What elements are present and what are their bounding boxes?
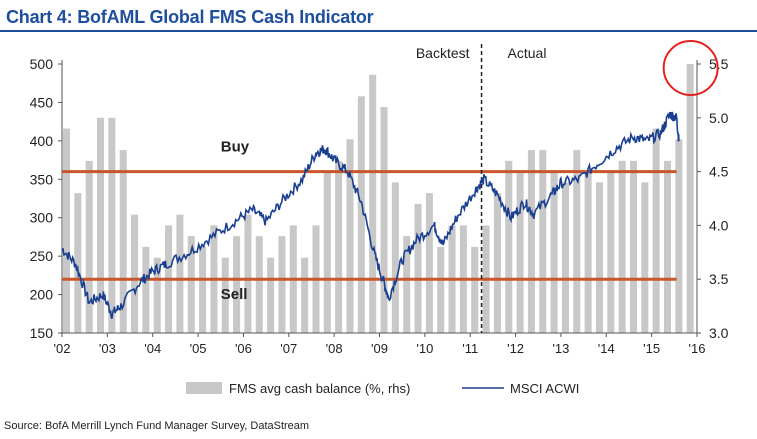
right-tick-label: 4.0 <box>709 217 729 233</box>
cash-bar <box>663 160 672 333</box>
cash-bar <box>539 150 547 333</box>
cash-bar <box>63 128 71 333</box>
left-tick-label: 300 <box>30 210 54 226</box>
cash-bar <box>380 107 388 333</box>
cash-bar <box>629 160 637 333</box>
cash-bar <box>403 236 411 333</box>
cash-bar <box>618 160 626 333</box>
cash-bar <box>221 257 229 333</box>
x-tick-label: '13 <box>552 341 569 356</box>
cash-bar <box>85 160 93 333</box>
cash-bar <box>108 117 116 333</box>
cash-bar <box>414 203 422 333</box>
x-tick-label: '12 <box>507 341 524 356</box>
cash-bar <box>199 246 207 333</box>
cash-bar <box>131 214 139 333</box>
cash-bar <box>425 193 433 333</box>
left-tick-label: 200 <box>30 287 54 303</box>
right-axis: 5.5 5.0 4.5 4.0 3.5 3.0 <box>696 56 729 341</box>
cash-bar <box>97 117 105 333</box>
threshold-lines <box>62 170 677 281</box>
buy-label: Buy <box>221 139 250 156</box>
x-tick-label: '04 <box>144 341 161 356</box>
cash-bar <box>233 236 241 333</box>
cash-bar <box>255 236 263 333</box>
cash-bar <box>357 96 365 333</box>
cash-bar <box>471 246 479 333</box>
cash-bar <box>153 257 161 333</box>
cash-bar <box>550 171 558 333</box>
cash-bar <box>675 139 683 333</box>
x-tick-label: '10 <box>416 341 433 356</box>
cash-bar <box>176 214 184 333</box>
right-tick-label: 5.0 <box>709 110 729 126</box>
x-tick-label: '09 <box>371 341 388 356</box>
legend: FMS avg cash balance (%, rhs) MSCI ACWI <box>186 381 579 396</box>
cash-bar <box>278 236 286 333</box>
cash-bar <box>369 74 377 333</box>
x-tick-label: '05 <box>190 341 207 356</box>
x-tick-label: '07 <box>280 341 297 356</box>
cash-bar <box>142 246 150 333</box>
cash-bar <box>74 193 82 333</box>
cash-bar <box>391 182 399 333</box>
cash-bar <box>323 171 331 333</box>
actual-label: Actual <box>508 45 547 61</box>
cash-bar <box>652 128 660 333</box>
cash-bar <box>346 139 354 333</box>
backtest-label: Backtest <box>416 45 470 61</box>
cash-balance-bars <box>63 64 694 333</box>
left-tick-label: 450 <box>30 94 54 110</box>
right-tick-label: 3.5 <box>709 271 729 287</box>
x-tick-label: '03 <box>99 341 116 356</box>
cash-bar <box>493 193 501 333</box>
cash-bar <box>641 182 649 333</box>
x-tick-label: '14 <box>598 341 615 356</box>
legend-bar-label: FMS avg cash balance (%, rhs) <box>229 381 410 396</box>
x-tick-label: '16 <box>689 341 706 356</box>
cash-bar <box>595 182 603 333</box>
highlight-circle <box>662 40 719 96</box>
x-axis: '02 '03 '04 '05 '06 '07 '08 '09 '10 '11 '12 '13 '14 '… <box>54 332 706 356</box>
left-tick-label: 250 <box>30 248 54 264</box>
chart-title: Chart 4: BofAML Global FMS Cash Indicato… <box>6 7 374 27</box>
source-note: Source: BofA Merrill Lynch Fund Manager … <box>4 420 310 432</box>
cash-bar <box>607 171 615 333</box>
cash-bar <box>267 257 275 333</box>
right-tick-label: 5.5 <box>709 56 729 72</box>
x-tick-label: '15 <box>643 341 660 356</box>
cash-bar <box>505 160 513 333</box>
legend-line-label: MSCI ACWI <box>510 381 579 396</box>
cash-bar <box>244 214 252 333</box>
cash-bar <box>527 150 535 333</box>
left-tick-label: 350 <box>30 171 54 187</box>
cash-bar <box>335 160 343 333</box>
x-tick-label: '02 <box>54 341 71 356</box>
x-tick-label: '11 <box>462 341 478 356</box>
cash-bar <box>437 246 445 333</box>
cash-bar <box>573 150 581 333</box>
cash-bar <box>119 150 127 333</box>
cash-bar <box>516 171 524 333</box>
left-axis: 500 450 400 350 300 250 200 150 <box>30 56 63 341</box>
right-tick-label: 3.0 <box>709 325 729 341</box>
title-rule <box>0 30 757 32</box>
right-tick-label: 4.5 <box>709 164 729 180</box>
cash-bar <box>686 64 694 333</box>
msci-acwi-line <box>61 111 680 319</box>
legend-bar-swatch <box>186 382 222 394</box>
x-tick-label: '06 <box>235 341 252 356</box>
cash-bar <box>301 257 309 333</box>
cash-bar <box>561 182 569 333</box>
sell-label: Sell <box>221 286 248 303</box>
cash-bar <box>584 171 592 333</box>
left-tick-label: 150 <box>30 325 54 341</box>
x-tick-label: '08 <box>326 341 343 356</box>
left-tick-label: 400 <box>30 133 54 149</box>
cash-bar <box>187 236 195 333</box>
left-tick-label: 500 <box>30 56 54 72</box>
